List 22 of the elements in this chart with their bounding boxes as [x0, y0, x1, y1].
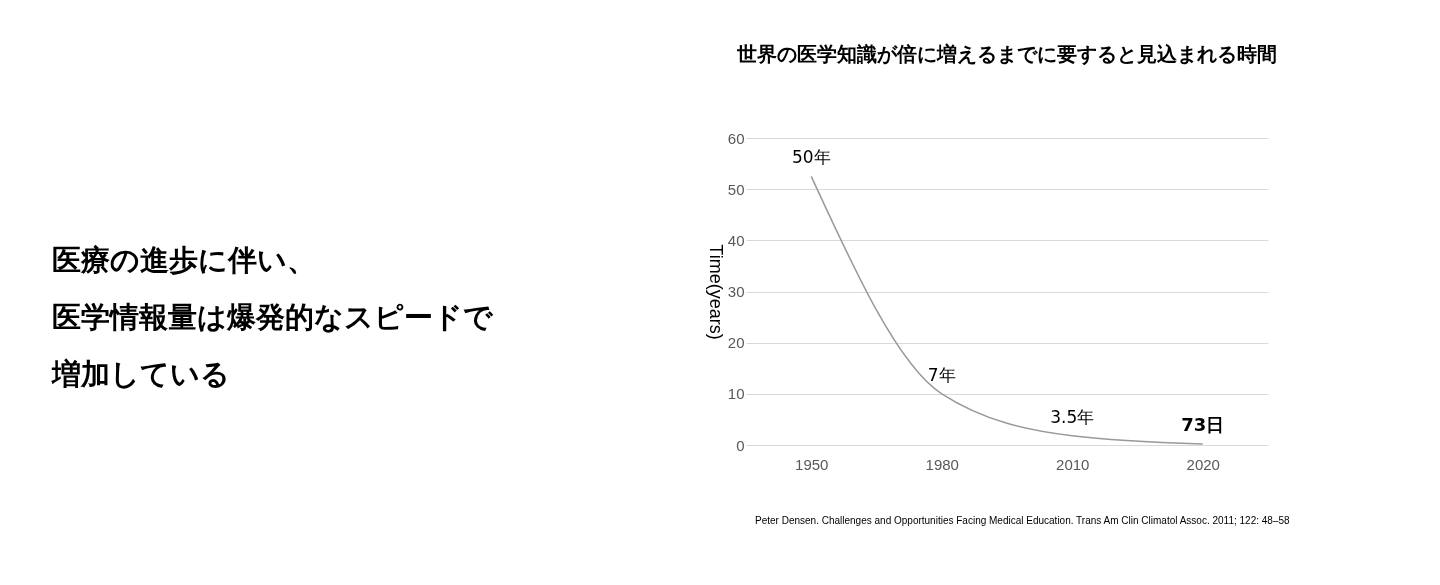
text: 医療の進歩に伴い、 — [52, 242, 317, 279]
y-tick-label: 10 — [727, 385, 745, 403]
annotation: 73日 — [1181, 413, 1225, 435]
y-tick-label: 50 — [727, 180, 745, 198]
line-series — [810, 175, 1204, 445]
x-tick-label: 1980 — [925, 455, 959, 473]
y-tick-label: 0 — [736, 436, 745, 454]
y-tick-label: 40 — [727, 231, 745, 249]
y-tick-label: 20 — [727, 334, 745, 352]
y-axis-title: Time(years) — [705, 244, 726, 340]
y-tick-label: 60 — [727, 129, 745, 147]
text: 医学情報量は爆発的なスピードで — [52, 299, 494, 336]
x-tick-label: 2020 — [1186, 455, 1220, 473]
y-tick-label: 30 — [727, 283, 745, 300]
annotation: 50年 — [791, 147, 831, 168]
text: 増加している — [52, 356, 231, 393]
x-tick-label: 2010 — [1056, 455, 1090, 473]
x-tick-label: 1950 — [795, 455, 829, 473]
annotation: 3.5年 — [1050, 406, 1095, 427]
text: Peter Densen. Challenges and Opportunities Facing Medical Education. Trans Am Clin Climatol Assoc. 2011; 122: 48–58 — [755, 515, 1290, 526]
annotation: 7年 — [927, 364, 956, 385]
chart-title: 世界の医学知識が倍に増えるまでに要すると見込まれる時間 — [736, 42, 1277, 66]
